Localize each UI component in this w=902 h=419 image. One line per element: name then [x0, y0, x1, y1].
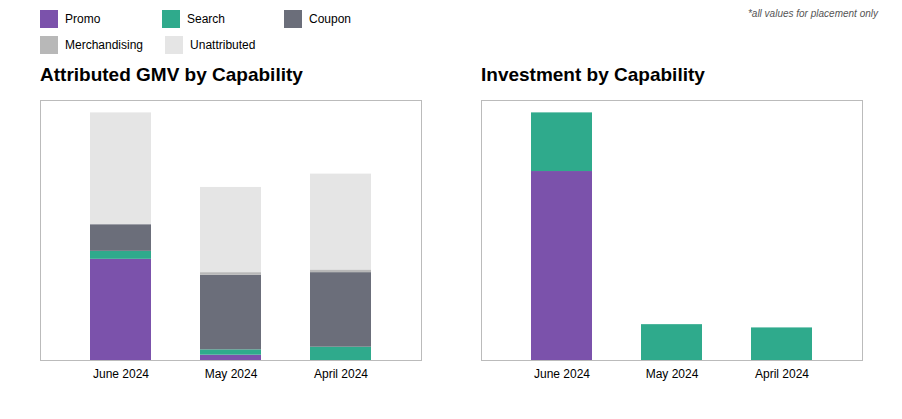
svg-text:May 2024: May 2024	[205, 367, 258, 381]
html-text:Unattributed: Unattributed	[190, 38, 256, 52]
html-text:Search: Search	[187, 12, 225, 26]
svg-text:June 2024: June 2024	[534, 367, 590, 381]
html-text:Merchandising: Merchandising	[65, 38, 143, 52]
svg-text:April 2024: April 2024	[755, 367, 809, 381]
html-text:*all values for placement only: *all values for placement only	[747, 8, 878, 19]
html-text:Promo: Promo	[65, 12, 101, 26]
svg-text:April 2024: April 2024	[314, 367, 368, 381]
html-text:Investment by Capability: Investment by Capability	[481, 64, 705, 85]
html-text:Attributed GMV by Capability: Attributed GMV by Capability	[40, 64, 303, 85]
svg-text:June 2024: June 2024	[93, 367, 149, 381]
html-text:Coupon: Coupon	[309, 12, 351, 26]
svg-text:May 2024: May 2024	[646, 367, 699, 381]
